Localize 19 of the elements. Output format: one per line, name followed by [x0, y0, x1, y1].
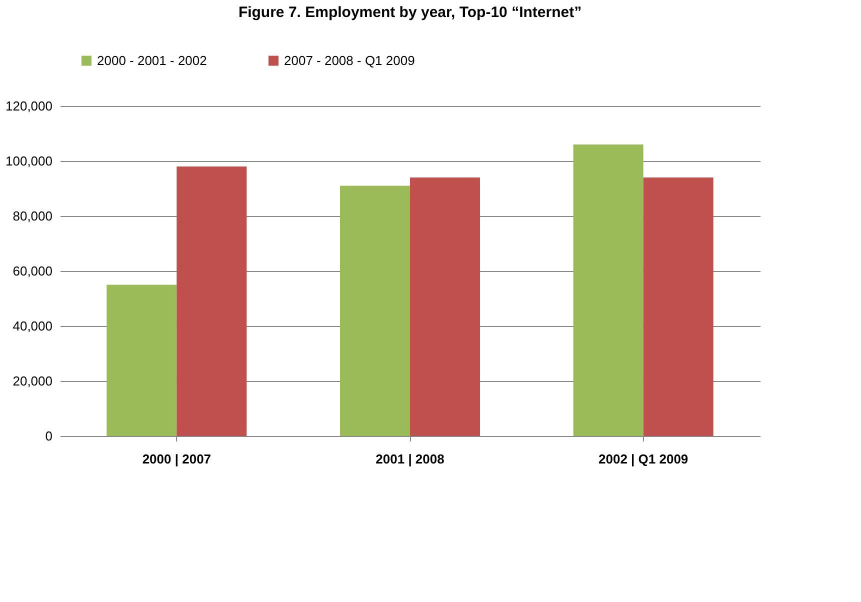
- y-tick-label: 40,000: [12, 318, 52, 334]
- legend-label: 2000 - 2001 - 2002: [97, 52, 207, 68]
- bar: [340, 186, 410, 436]
- y-tick-label: 120,000: [6, 98, 52, 114]
- x-tick-label: 2002 | Q1 2009: [598, 452, 688, 466]
- x-tick-label: 2000 | 2007: [142, 452, 212, 466]
- bar: [106, 284, 177, 436]
- bar: [573, 144, 644, 436]
- x-tick-label: 2001 | 2008: [376, 452, 444, 466]
- y-tick-label: 100,000: [6, 154, 52, 168]
- y-tick-label: 60,000: [12, 264, 52, 278]
- legend-label: 2007 - 2008 - Q1 2009: [284, 52, 415, 68]
- chart-title: Figure 7. Employment by year, Top-10 “Internet”: [238, 4, 582, 21]
- y-tick-label: 0: [45, 428, 52, 444]
- bar: [643, 178, 714, 436]
- bar: [410, 178, 480, 436]
- y-tick-label: 80,000: [12, 208, 52, 224]
- y-tick-label: 20,000: [12, 374, 52, 388]
- bar: [176, 166, 247, 436]
